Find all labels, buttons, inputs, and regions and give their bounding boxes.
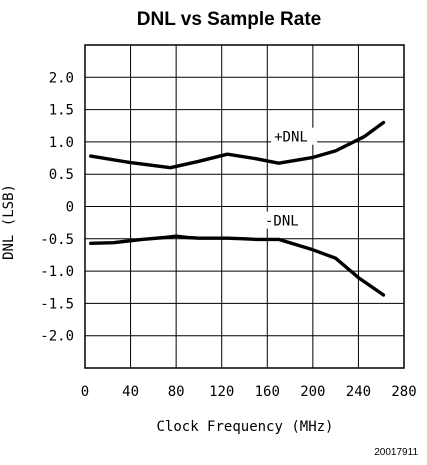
x-tick-label: 0 — [81, 384, 89, 400]
series-point — [112, 241, 115, 244]
series-point — [226, 153, 229, 155]
series-point — [198, 160, 200, 163]
y-tick-label: 0.5 — [49, 167, 74, 183]
series-line-minus-dnl — [88, 234, 386, 297]
x-tick-label: 120 — [209, 384, 234, 400]
series-point — [357, 276, 360, 279]
series-point — [175, 235, 177, 238]
series-label-bg — [271, 127, 318, 145]
plot-frame — [84, 44, 405, 369]
series-point — [198, 237, 200, 239]
chart-title: DNL vs Sample Rate — [137, 9, 321, 30]
x-tick-label: 240 — [346, 384, 371, 400]
series-point — [255, 238, 257, 241]
series-line-plus-dnl — [88, 120, 386, 170]
series-point — [363, 135, 365, 138]
x-axis-label: Clock Frequency (MHz) — [156, 419, 333, 435]
series-point — [277, 162, 280, 165]
x-tick-label: 280 — [391, 384, 416, 400]
series-point — [312, 156, 314, 159]
series-label: -DNL — [265, 214, 299, 230]
series-point — [89, 155, 92, 157]
series-group — [88, 120, 386, 297]
series-point — [89, 242, 92, 245]
series-point — [277, 238, 280, 241]
series-point — [226, 237, 229, 239]
figure-id: 20017911 — [374, 447, 418, 458]
series-point — [255, 157, 257, 160]
series-point — [243, 238, 246, 240]
series-point — [334, 150, 337, 152]
y-tick-label: -0.5 — [40, 232, 74, 248]
series-point — [334, 257, 337, 259]
y-axis-label: DNL (LSB) — [1, 184, 17, 260]
series-point — [382, 121, 385, 124]
series-point — [169, 166, 172, 169]
y-tick-label: 2.0 — [49, 70, 74, 86]
x-tick-label: 80 — [168, 384, 185, 400]
series-point — [382, 294, 385, 296]
y-tick-label: 1.0 — [49, 135, 74, 151]
series-labels: +DNL -DNL — [262, 127, 318, 230]
series-point — [141, 238, 143, 241]
series-point — [186, 236, 189, 239]
grid — [85, 45, 404, 368]
x-tick-label: 200 — [300, 384, 325, 400]
y-tick-label: 0 — [66, 200, 74, 216]
series-label-bg — [262, 211, 307, 229]
y-tick-label: -1.5 — [40, 296, 74, 312]
y-tick-labels: 2.0 1.5 1.0 0.5 0 -0.5 -1.0 -1.5 -2.0 — [40, 70, 74, 344]
series-point — [163, 236, 166, 239]
series-point — [129, 161, 132, 164]
y-tick-label: -1.0 — [40, 264, 74, 280]
y-tick-label: -2.0 — [40, 329, 74, 345]
y-tick-label: 1.5 — [49, 103, 74, 119]
series-label: +DNL — [274, 130, 308, 146]
x-tick-label: 40 — [122, 384, 139, 400]
x-tick-labels: 0 40 80 120 160 200 240 280 — [81, 384, 417, 400]
series-point — [312, 248, 314, 251]
x-tick-label: 160 — [255, 384, 280, 400]
